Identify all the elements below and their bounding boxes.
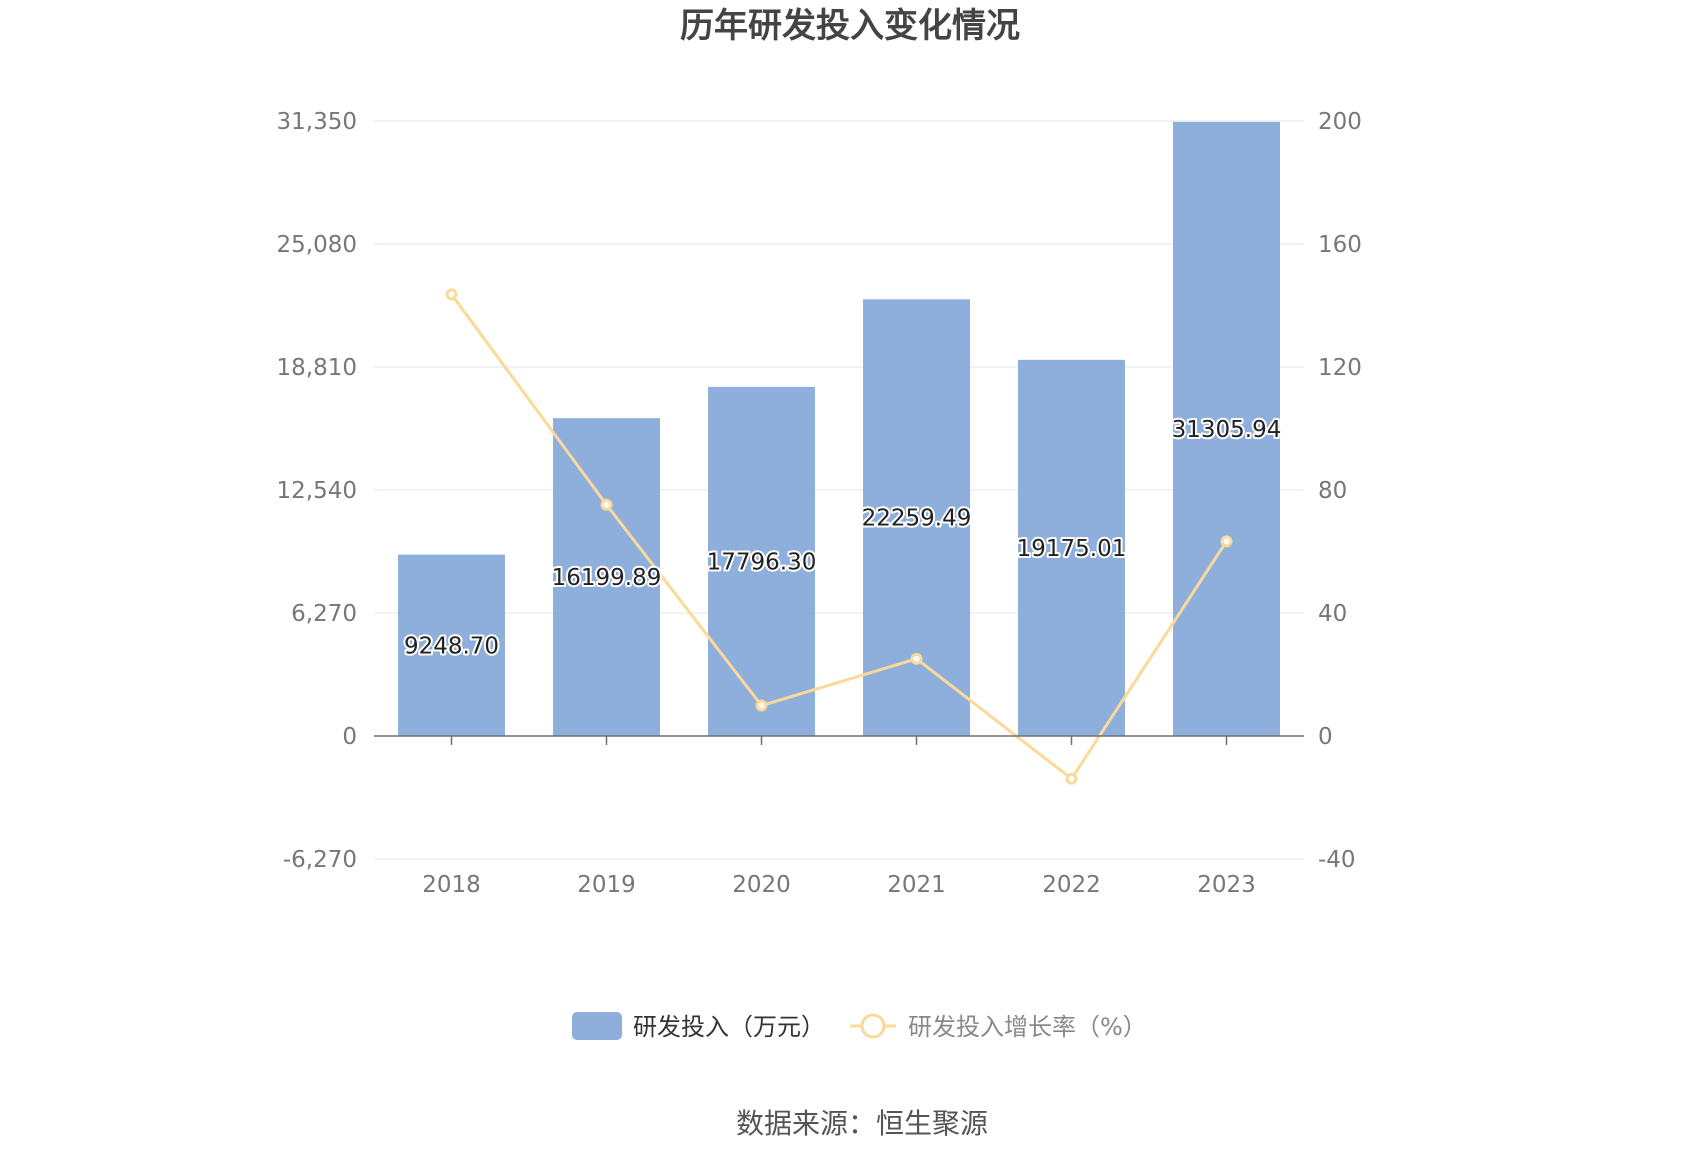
bar-data-label: 17796.30 — [707, 549, 817, 575]
growth-rate-line — [450, 293, 1228, 781]
line-point — [445, 288, 458, 301]
bar-data-label: 16199.89 — [552, 565, 662, 591]
line-point — [1065, 772, 1078, 785]
x-tick-label: 2021 — [887, 872, 946, 898]
y-right-tick-label: 160 — [1318, 232, 1362, 258]
x-axis: 2018 2019 2020 2021 2022 2023 — [374, 735, 1304, 898]
y-left-tick-label: 25,080 — [277, 232, 357, 258]
data-source: 数据来源：恒生聚源 — [736, 1107, 988, 1140]
legend-label-rd-investment: 研发投入（万元） — [633, 1013, 825, 1041]
legend-item-rd-investment[interactable]: 研发投入（万元） — [572, 1012, 825, 1041]
legend-item-growth-rate[interactable]: 研发投入增长率（%） — [850, 1013, 1147, 1041]
y-left-tick-label: 18,810 — [277, 355, 357, 381]
bar — [553, 418, 660, 736]
bar — [1173, 121, 1280, 737]
y-right-tick-label: 80 — [1318, 478, 1347, 504]
legend-swatch-marker — [860, 1013, 886, 1039]
y-left-tick-label: 6,270 — [291, 601, 357, 627]
x-tick-label: 2019 — [577, 872, 636, 898]
bar-data-label: 19175.01 — [1017, 536, 1127, 562]
bar-data-labels: 9248.70 16199.89 17796.30 22259.49 19175.01 3… — [402, 415, 1283, 661]
line-point — [600, 498, 613, 511]
y-left-tick-label: 12,540 — [277, 478, 357, 504]
legend-swatch-bar — [572, 1012, 622, 1040]
x-tick-label: 2023 — [1197, 872, 1256, 898]
x-tick-label: 2022 — [1042, 872, 1101, 898]
y-right-tick-label: 120 — [1318, 355, 1362, 381]
bar-data-label: 31305.94 — [1172, 417, 1282, 443]
bar-data-label: 9248.70 — [404, 633, 499, 659]
x-tick-label: 2018 — [422, 872, 481, 898]
bar-series — [398, 121, 1280, 737]
line-point — [755, 699, 768, 712]
y-left-tick-label: 31,350 — [277, 109, 357, 135]
y-right-tick-label: -40 — [1318, 847, 1356, 873]
y-right-tick-label: 200 — [1318, 109, 1362, 135]
y-right-tick-label: 0 — [1318, 724, 1333, 750]
bar-data-label: 22259.49 — [862, 506, 972, 532]
bar — [398, 554, 505, 736]
y-left-tick-label: -6,270 — [283, 847, 357, 873]
line-series — [445, 288, 1233, 785]
bar — [708, 386, 815, 736]
legend-label-growth-rate: 研发投入增长率（%） — [908, 1013, 1147, 1041]
x-tick-label: 2020 — [732, 872, 791, 898]
y-axis-left: 31,350 25,080 18,810 12,540 6,270 0 -6,270 — [277, 109, 357, 873]
chart-title: 历年研发投入变化情况 — [680, 6, 1020, 46]
legend[interactable]: 研发投入（万元） 研发投入增长率（%） — [572, 1012, 1147, 1041]
line-point — [1220, 535, 1233, 548]
y-right-tick-label: 40 — [1318, 601, 1347, 627]
bar — [1018, 359, 1125, 736]
y-axis-right: 200 160 120 80 40 0 -40 — [1318, 109, 1362, 873]
grid-lines — [374, 120, 1304, 860]
y-left-tick-label: 0 — [342, 724, 357, 750]
line-point — [910, 652, 923, 665]
